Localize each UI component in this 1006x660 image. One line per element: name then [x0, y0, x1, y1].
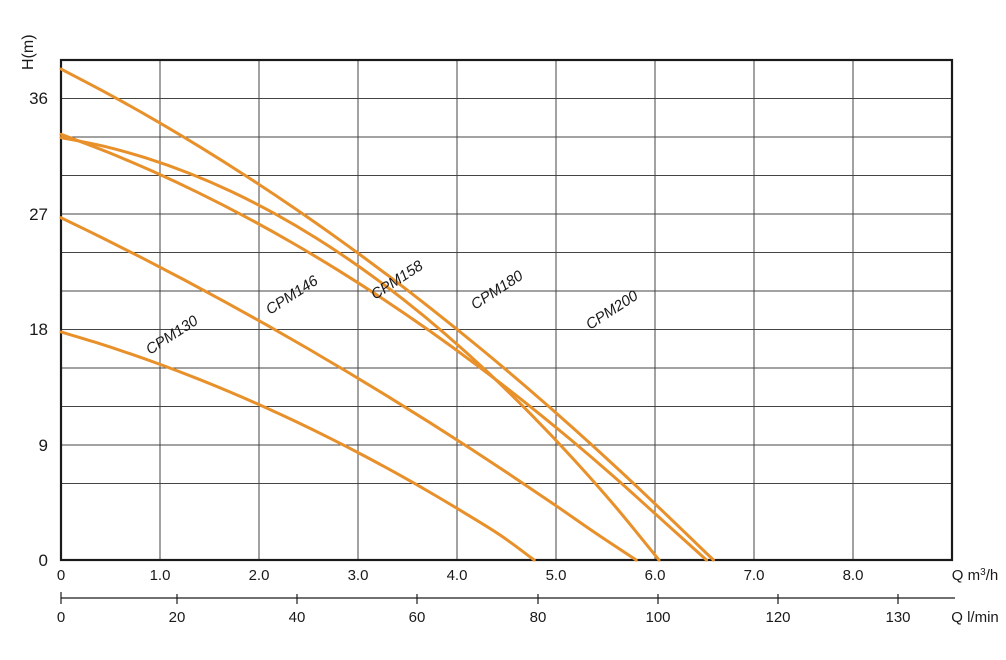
svg-text:20: 20 [169, 609, 186, 626]
svg-text:0: 0 [39, 551, 48, 570]
svg-text:1.0: 1.0 [150, 567, 171, 584]
svg-text:0: 0 [57, 567, 65, 584]
svg-text:80: 80 [530, 609, 547, 626]
svg-text:6.0: 6.0 [645, 567, 666, 584]
svg-text:H(m): H(m) [20, 34, 37, 70]
svg-text:CPM200: CPM200 [583, 287, 642, 333]
svg-text:40: 40 [289, 609, 306, 626]
svg-text:Q m3/h: Q m3/h [952, 567, 998, 585]
svg-text:CPM146: CPM146 [263, 272, 322, 318]
svg-text:27: 27 [29, 205, 48, 224]
svg-text:7.0: 7.0 [744, 567, 765, 584]
svg-text:5.0: 5.0 [546, 567, 567, 584]
svg-text:100: 100 [645, 609, 670, 626]
svg-text:60: 60 [409, 609, 426, 626]
svg-text:9: 9 [39, 436, 48, 455]
svg-text:CPM130: CPM130 [143, 312, 202, 358]
svg-text:Q l/min: Q l/min [951, 609, 999, 626]
svg-text:2.0: 2.0 [249, 567, 270, 584]
svg-text:3.0: 3.0 [348, 567, 369, 584]
svg-text:130: 130 [885, 609, 910, 626]
svg-text:4.0: 4.0 [447, 567, 468, 584]
svg-text:8.0: 8.0 [843, 567, 864, 584]
svg-text:120: 120 [765, 609, 790, 626]
svg-text:18: 18 [29, 320, 48, 339]
svg-text:36: 36 [29, 89, 48, 108]
svg-text:CPM180: CPM180 [468, 267, 527, 313]
svg-text:0: 0 [57, 609, 65, 626]
